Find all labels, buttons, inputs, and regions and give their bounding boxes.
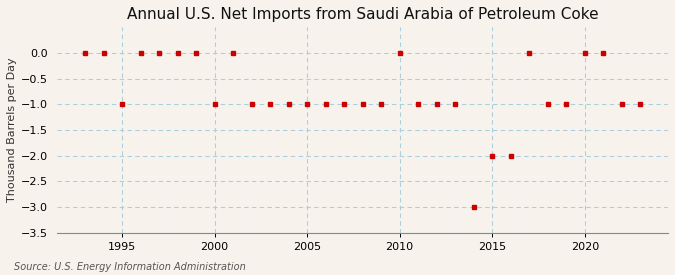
Y-axis label: Thousand Barrels per Day: Thousand Barrels per Day xyxy=(7,57,17,202)
Title: Annual U.S. Net Imports from Saudi Arabia of Petroleum Coke: Annual U.S. Net Imports from Saudi Arabi… xyxy=(127,7,599,22)
Text: Source: U.S. Energy Information Administration: Source: U.S. Energy Information Administ… xyxy=(14,262,245,272)
